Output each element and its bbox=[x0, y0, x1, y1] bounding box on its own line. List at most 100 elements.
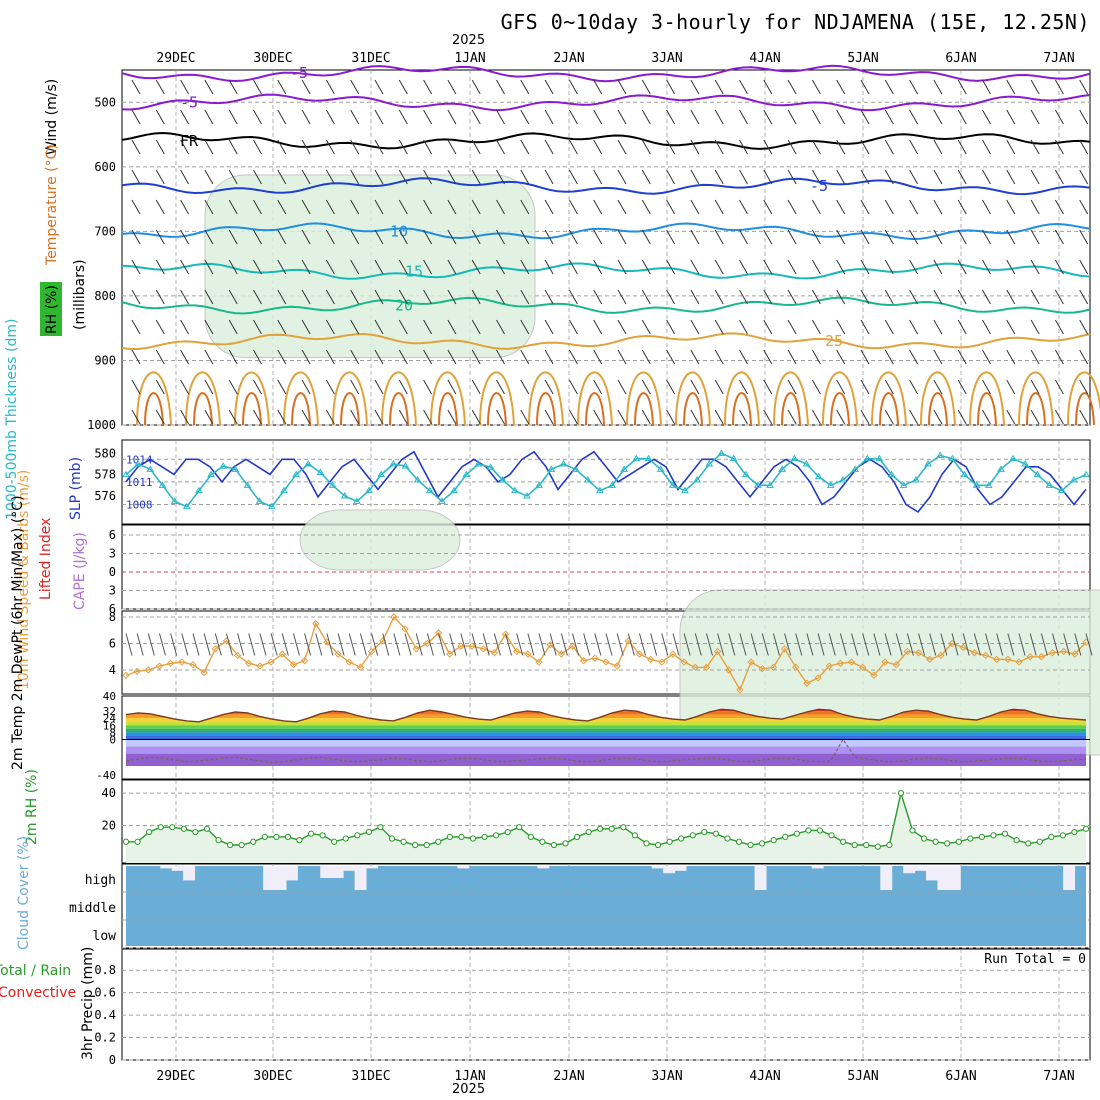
wind-barb bbox=[811, 349, 821, 365]
wind-barb bbox=[447, 349, 457, 365]
wind-barb bbox=[447, 379, 457, 395]
wind-speed-marker bbox=[1004, 655, 1012, 664]
wind-barb bbox=[714, 139, 724, 155]
rh-marker bbox=[770, 837, 777, 844]
wind-barb bbox=[617, 349, 627, 365]
warm-contour-inner bbox=[536, 392, 556, 426]
surface-wind-barb bbox=[438, 633, 446, 656]
thickness-marker bbox=[231, 465, 240, 472]
wind-barb bbox=[641, 79, 651, 95]
wind-barb bbox=[860, 349, 870, 365]
wind-barb bbox=[131, 289, 141, 305]
series-dewpoint bbox=[125, 738, 1087, 764]
thickness-marker bbox=[705, 460, 714, 467]
isotherm-label: -5 bbox=[180, 93, 198, 111]
precip-tick-label: 0 bbox=[109, 1053, 116, 1067]
wind-barb bbox=[641, 349, 651, 365]
wind-speed-marker bbox=[836, 659, 845, 668]
high-cloud-bar bbox=[286, 866, 298, 881]
thickness-marker bbox=[851, 465, 859, 472]
wind-barb bbox=[714, 109, 724, 125]
wind-tick-label: 6 bbox=[109, 637, 116, 651]
warm-contour bbox=[185, 371, 221, 426]
rh-marker bbox=[678, 835, 685, 842]
wind-speed-marker bbox=[1037, 653, 1046, 661]
precip-tick-label: 0.8 bbox=[94, 963, 116, 977]
wind-barb bbox=[398, 379, 408, 395]
isotherm-line bbox=[121, 93, 1091, 112]
thickness-marker bbox=[693, 476, 702, 483]
isotherm-label: -5 bbox=[290, 64, 308, 82]
wind-barb bbox=[787, 199, 797, 215]
wind-barb bbox=[982, 109, 991, 125]
rh-marker bbox=[978, 833, 986, 841]
wind-barb bbox=[860, 139, 870, 155]
warm-contour bbox=[577, 371, 613, 426]
rh-marker bbox=[573, 833, 581, 841]
surface-wind-barb bbox=[839, 633, 847, 656]
temp-tick-label: 24 bbox=[103, 712, 117, 725]
rh-marker bbox=[747, 841, 754, 849]
wind-barb bbox=[982, 289, 991, 305]
isotherm-line bbox=[121, 131, 1091, 150]
wind-barb bbox=[228, 289, 238, 305]
wind-barb bbox=[374, 199, 384, 215]
rh-marker bbox=[759, 840, 766, 847]
wind-barb bbox=[520, 409, 530, 425]
wind-speed-marker bbox=[713, 647, 722, 656]
wind-barb bbox=[933, 409, 943, 425]
wind-barb bbox=[811, 139, 821, 155]
wind-barb bbox=[884, 169, 894, 185]
wind-barb bbox=[204, 229, 214, 245]
wind-speed-marker bbox=[680, 658, 688, 666]
wind-barb bbox=[374, 349, 384, 365]
wind-barb bbox=[884, 79, 894, 95]
rh-marker bbox=[365, 828, 372, 836]
surface-wind-barb bbox=[1052, 633, 1059, 656]
temp-tick-label: 8 bbox=[109, 726, 116, 739]
wind-barb bbox=[544, 379, 554, 395]
wind-barb bbox=[811, 199, 821, 215]
rh-marker bbox=[851, 841, 858, 849]
wind-barb bbox=[909, 319, 919, 335]
temp-color-band bbox=[126, 746, 1086, 754]
wind-barb bbox=[423, 259, 433, 275]
surface-wind-barb bbox=[962, 633, 970, 656]
wind-barb bbox=[739, 139, 748, 155]
surface-wind-barb bbox=[225, 633, 233, 656]
wind-barb bbox=[933, 319, 943, 335]
slp-axis-label: SLP (mb) bbox=[68, 457, 84, 520]
wind-barb bbox=[277, 169, 287, 185]
wind-barb bbox=[398, 199, 408, 215]
x-tick-label-bottom: 31DEC bbox=[351, 1069, 390, 1084]
wind-barb bbox=[593, 229, 603, 245]
thickness-marker bbox=[559, 460, 568, 467]
wind-barb bbox=[471, 409, 481, 425]
wind-barb bbox=[325, 379, 335, 395]
wind-barb bbox=[836, 379, 846, 395]
wind-barb bbox=[617, 199, 627, 215]
wind-barb bbox=[471, 349, 481, 365]
surface-wind-barb bbox=[940, 633, 948, 656]
wind-barb bbox=[1006, 169, 1016, 185]
wind-barb bbox=[957, 79, 967, 95]
wind-barb bbox=[204, 169, 214, 185]
wind-barb bbox=[982, 349, 991, 365]
high-cloud-bar bbox=[537, 866, 550, 869]
x-tick-label-top: 31DEC bbox=[351, 51, 390, 66]
wind-barb bbox=[666, 139, 676, 155]
wind-barb bbox=[447, 259, 457, 275]
wind-barb bbox=[155, 79, 165, 95]
wind-barb bbox=[131, 409, 141, 425]
wind-barb bbox=[374, 259, 384, 275]
wind-barb bbox=[180, 229, 190, 245]
wind-barb bbox=[860, 259, 870, 275]
thickness-marker bbox=[948, 454, 957, 462]
warm-contour-inner bbox=[977, 392, 997, 426]
wind-barb bbox=[787, 289, 797, 305]
surface-wind-barb bbox=[1063, 633, 1071, 656]
wind-barb bbox=[325, 199, 335, 215]
wind-barb bbox=[496, 289, 505, 305]
surface-wind-barb bbox=[683, 633, 691, 656]
wind-speed-marker bbox=[356, 663, 365, 672]
